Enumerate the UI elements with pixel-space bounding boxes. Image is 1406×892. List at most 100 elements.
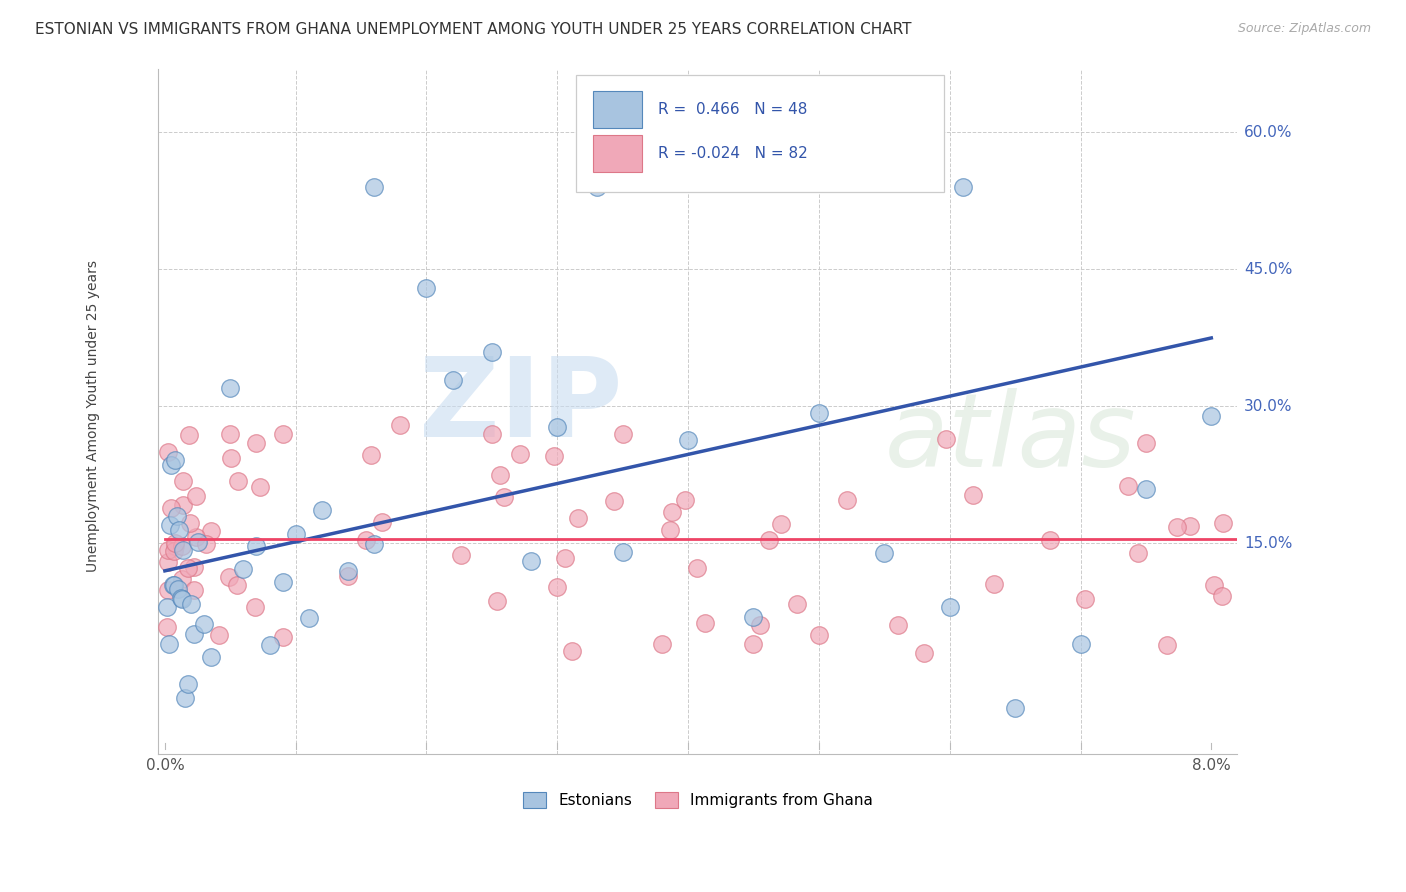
Point: [172, 572, 194, 586]
Point: [245, 539, 267, 553]
Point: [585, 180, 607, 194]
Point: [156, 555, 179, 569]
Point: [1156, 638, 1178, 652]
Point: [567, 511, 589, 525]
Point: [219, 426, 242, 441]
Point: [1202, 578, 1225, 592]
Point: [758, 533, 780, 548]
Point: [180, 597, 202, 611]
Point: [298, 610, 321, 624]
Point: [173, 690, 195, 705]
Point: [363, 180, 385, 194]
Point: [169, 591, 191, 606]
Point: [177, 677, 200, 691]
Point: [693, 615, 716, 630]
Point: [1004, 701, 1026, 715]
Point: [360, 449, 382, 463]
Point: [912, 646, 935, 660]
Point: [389, 417, 412, 432]
Point: [271, 426, 294, 441]
Point: [481, 344, 503, 359]
Point: [193, 617, 215, 632]
Point: [603, 494, 626, 508]
Point: [561, 644, 583, 658]
Point: [172, 498, 194, 512]
Point: [441, 373, 464, 387]
Text: 45.0%: 45.0%: [1244, 262, 1292, 277]
Point: [219, 451, 242, 466]
Point: [170, 591, 193, 606]
Point: [157, 444, 180, 458]
Point: [163, 536, 186, 550]
Text: R = -0.024   N = 82: R = -0.024 N = 82: [658, 146, 808, 161]
Point: [245, 436, 267, 450]
Point: [170, 539, 193, 553]
Point: [873, 545, 896, 559]
Point: [612, 426, 634, 441]
Point: [415, 281, 437, 295]
Point: [363, 537, 385, 551]
Point: [245, 599, 267, 614]
Point: [354, 533, 377, 548]
Point: [509, 447, 531, 461]
Text: Unemployment Among Youth under 25 years: Unemployment Among Youth under 25 years: [86, 260, 100, 572]
Point: [612, 545, 634, 559]
Point: [219, 381, 242, 395]
Point: [165, 453, 187, 467]
Point: [1212, 516, 1234, 530]
Point: [163, 578, 186, 592]
Point: [311, 503, 333, 517]
Point: [1073, 592, 1095, 607]
Point: [160, 458, 183, 472]
Point: [156, 620, 179, 634]
Point: [543, 450, 565, 464]
Point: [1039, 533, 1062, 547]
Text: R =  0.466   N = 48: R = 0.466 N = 48: [658, 102, 807, 117]
Point: [546, 420, 568, 434]
Text: ESTONIAN VS IMMIGRANTS FROM GHANA UNEMPLOYMENT AMONG YOUTH UNDER 25 YEARS CORREL: ESTONIAN VS IMMIGRANTS FROM GHANA UNEMPL…: [35, 22, 911, 37]
Point: [218, 570, 240, 584]
Point: [195, 536, 218, 550]
Legend: Estonians, Immigrants from Ghana: Estonians, Immigrants from Ghana: [517, 786, 879, 814]
Point: [489, 468, 512, 483]
Point: [935, 432, 957, 446]
Point: [157, 637, 180, 651]
Point: [162, 578, 184, 592]
Point: [1211, 589, 1233, 603]
Point: [167, 582, 190, 596]
Point: [160, 501, 183, 516]
Point: [1069, 637, 1091, 651]
Point: [157, 543, 180, 558]
Text: atlas: atlas: [884, 388, 1136, 489]
Point: [481, 426, 503, 441]
Point: [284, 527, 307, 541]
Point: [271, 630, 294, 644]
Point: [554, 551, 576, 566]
Point: [485, 594, 508, 608]
Point: [769, 516, 792, 531]
Point: [259, 638, 281, 652]
Point: [200, 650, 222, 665]
Point: [887, 617, 910, 632]
Point: [983, 577, 1005, 591]
Point: [156, 600, 179, 615]
Point: [1135, 436, 1157, 450]
Point: [208, 627, 231, 641]
Text: Source: ZipAtlas.com: Source: ZipAtlas.com: [1237, 22, 1371, 36]
Point: [249, 479, 271, 493]
Point: [169, 524, 191, 538]
Point: [177, 428, 200, 442]
Point: [163, 539, 186, 553]
Point: [162, 543, 184, 558]
Point: [742, 609, 765, 624]
Point: [166, 508, 188, 523]
Point: [749, 618, 772, 632]
FancyBboxPatch shape: [592, 136, 643, 172]
Point: [1178, 518, 1201, 533]
Point: [200, 524, 222, 538]
Point: [661, 505, 683, 519]
Point: [494, 490, 516, 504]
FancyBboxPatch shape: [592, 91, 643, 128]
Point: [1241, 463, 1264, 477]
Point: [186, 530, 208, 544]
